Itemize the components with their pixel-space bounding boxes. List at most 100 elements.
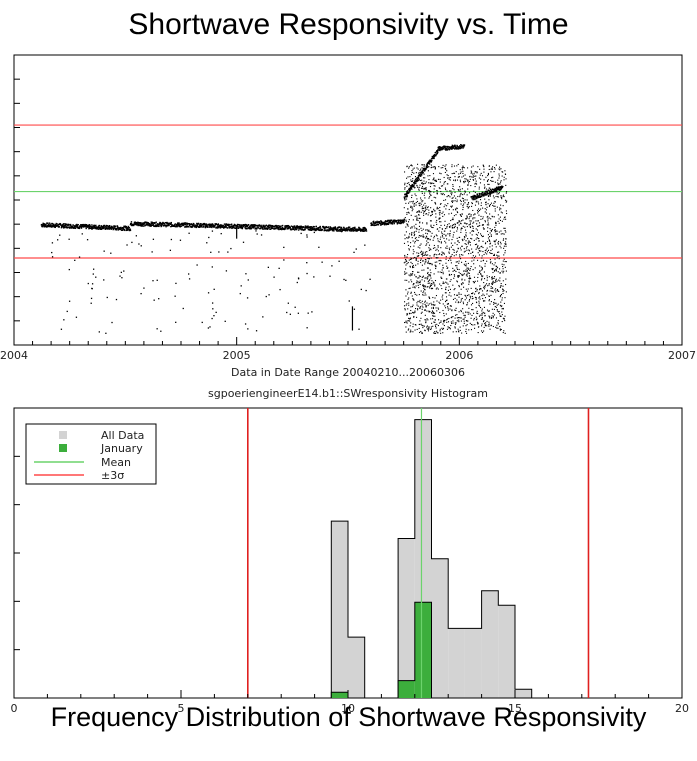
data-point [448,239,450,241]
data-point [434,210,436,212]
data-point [483,282,485,284]
data-point [410,187,412,189]
data-point [505,245,507,247]
data-point [422,260,424,262]
data-point [490,218,492,220]
data-point [442,309,444,312]
data-point [406,195,409,197]
data-point [435,234,437,236]
data-point [428,262,430,264]
data-point [408,184,410,186]
data-point [385,223,388,226]
data-point [441,288,443,290]
data-point [422,325,424,327]
data-point [439,259,441,261]
data-point [419,280,421,282]
data-point [411,180,413,183]
data-point [494,302,496,304]
data-point [459,190,461,192]
data-point [429,175,431,177]
data-point [448,273,451,275]
data-point [326,226,329,229]
data-point [489,303,491,305]
data-point [471,197,473,200]
data-point [423,294,425,296]
data-point [495,233,497,235]
data-point [476,259,479,261]
data-point [422,212,425,214]
data-point [410,205,412,207]
x-tick-labels: 2004 2005 2006 2007 [0,349,696,362]
data-point [471,292,473,295]
data-point [424,286,426,288]
data-point [489,205,491,207]
data-point [422,210,424,212]
data-point [500,195,502,197]
data-point [502,280,504,282]
data-point [498,168,500,170]
data-point [302,229,304,231]
data-point [425,321,427,323]
data-point [429,186,432,188]
data-point [445,296,448,298]
data-point [45,226,48,228]
data-point [459,326,461,328]
data-point [437,325,439,327]
data-point [459,196,461,198]
data-point [181,222,183,225]
data-point [203,224,206,226]
data-point [407,291,409,293]
data-point [475,201,477,203]
data-point [215,311,217,314]
data-point [413,185,415,187]
data-point [432,247,435,249]
data-point [429,275,431,277]
data-point [499,277,501,279]
data-point [81,224,84,226]
data-point [175,321,177,323]
data-point [444,307,447,309]
data-point [411,171,413,173]
data-point [417,300,419,302]
data-point [459,247,462,249]
data-point [459,222,462,224]
data-point [479,287,481,290]
data-point [372,224,374,226]
data-point [225,226,227,228]
data-point [318,228,320,230]
data-point [471,166,473,168]
data-point [479,270,481,272]
data-point [177,222,179,224]
data-point [493,202,495,204]
data-point [434,319,437,321]
data-point [137,224,139,227]
data-point [452,331,454,333]
data-point [482,218,484,220]
data-point [481,245,483,247]
data-point [128,229,130,231]
data-point [478,302,480,304]
data-point [436,150,439,153]
data-point [499,219,502,221]
data-point [364,227,366,229]
data-point [442,192,444,195]
data-point [297,312,300,314]
data-point [406,212,408,214]
data-point [467,267,469,269]
data-point [447,321,450,323]
data-point [501,220,503,222]
data-point [434,202,436,204]
data-point [426,233,429,235]
data-point [189,223,192,225]
data-point [380,222,383,224]
data-point [272,227,274,230]
data-point [428,247,430,249]
data-point [505,238,507,240]
data-point [502,233,504,235]
data-point [128,226,130,229]
data-point [445,256,447,258]
data-point [492,267,494,270]
data-point [416,211,418,213]
data-point [85,227,87,230]
data-point [504,266,506,268]
